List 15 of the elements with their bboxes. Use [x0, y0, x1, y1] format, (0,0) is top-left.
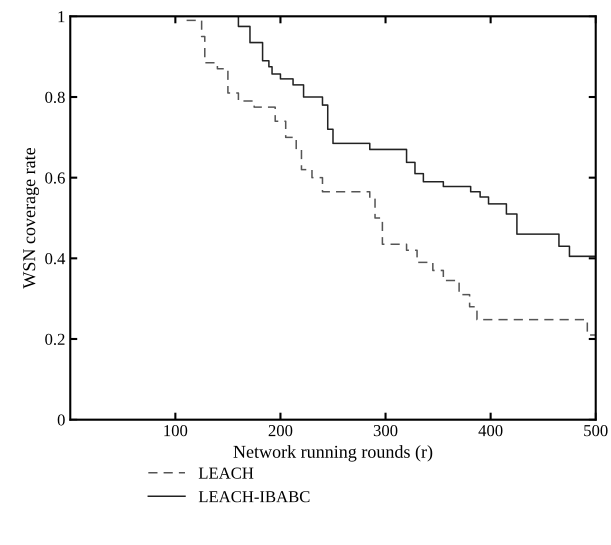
- x-tick-label: 100: [164, 424, 188, 436]
- x-tick-label: 200: [268, 424, 292, 436]
- legend-label: LEACH-IBABC: [198, 491, 310, 502]
- legend-label: LEACH: [198, 468, 254, 479]
- x-tick-label: 400: [478, 424, 502, 436]
- x-tick-label: 300: [374, 424, 398, 436]
- y-tick-label: 0.6: [45, 172, 65, 184]
- y-tick-label: 0.2: [45, 334, 64, 346]
- y-tick-label: 1: [58, 11, 64, 22]
- y-tick-label: 0.8: [45, 92, 65, 104]
- y-axis-title: WSN coverage rate: [23, 148, 40, 289]
- y-tick-label: 0.4: [45, 253, 66, 264]
- y-tick-label: 0: [58, 414, 65, 426]
- x-axis-title: Network running rounds (r): [233, 445, 432, 462]
- x-tick-label: 500: [584, 424, 608, 436]
